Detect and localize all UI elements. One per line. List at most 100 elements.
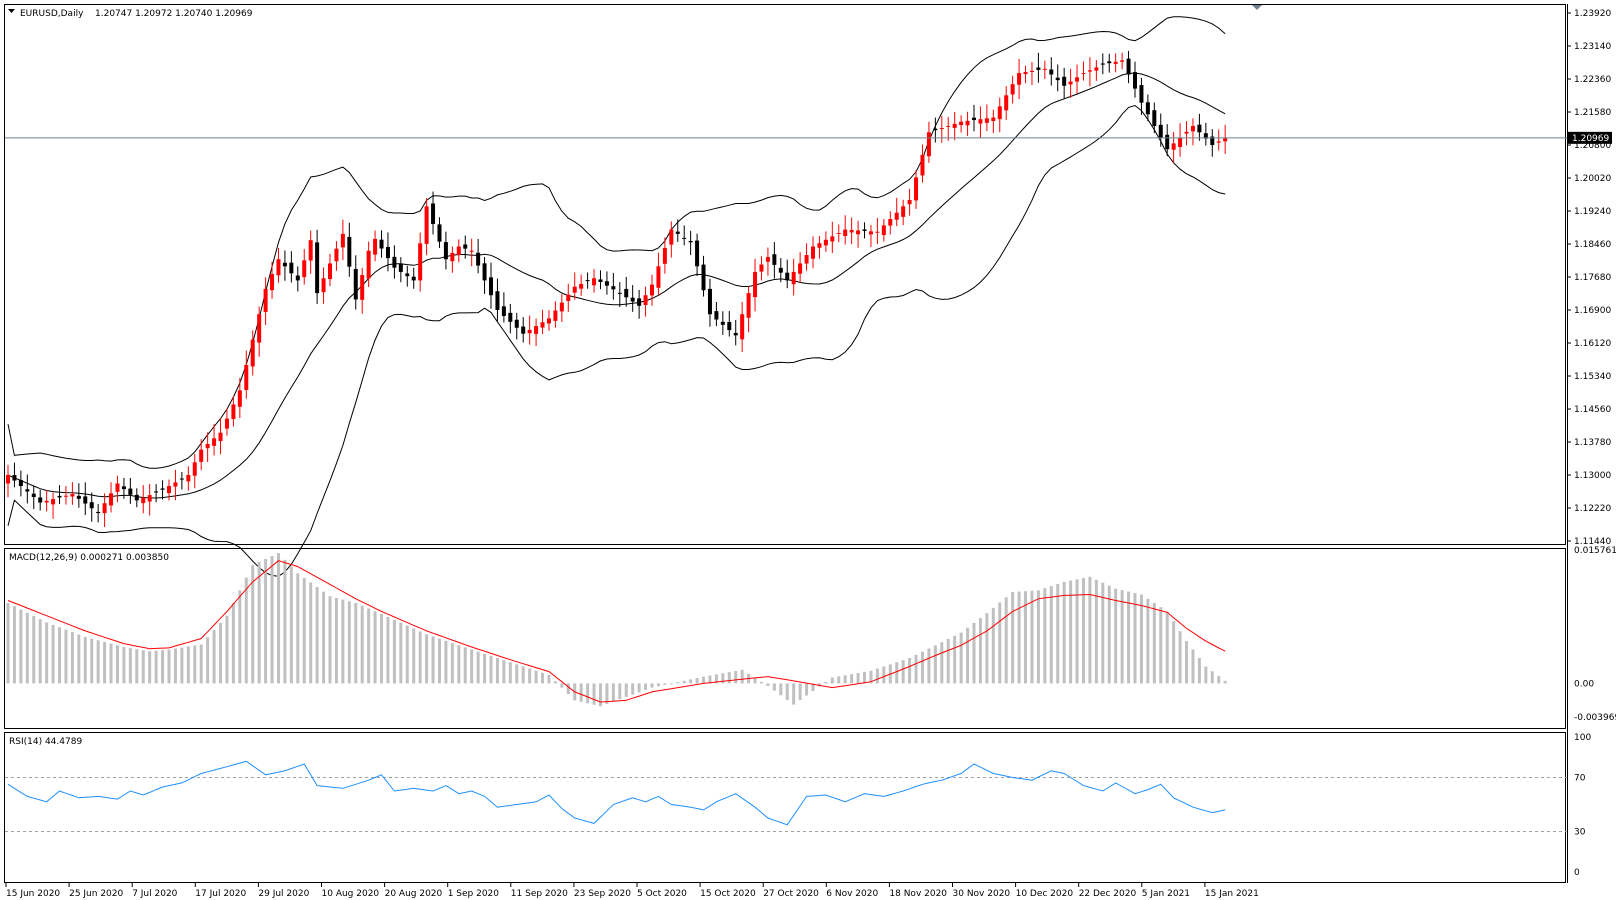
macd-histogram-bar (863, 671, 867, 684)
candle-body (1223, 137, 1228, 142)
macd-histogram-bar (231, 602, 235, 684)
macd-histogram-bar (161, 650, 165, 684)
macd-histogram-bar (772, 683, 776, 691)
candle-body (6, 475, 10, 484)
candle-body (1139, 85, 1144, 103)
macd-histogram-bar (869, 670, 873, 684)
candle-body (321, 278, 326, 293)
candle-body (1017, 73, 1022, 85)
macd-histogram-bar (425, 634, 429, 684)
macd-histogram-bar (367, 608, 371, 684)
macd-histogram-bar (528, 668, 532, 684)
candle-body (617, 292, 622, 294)
macd-histogram-bar (676, 682, 680, 684)
price-axis-label: 1.21580 (1574, 108, 1611, 118)
candle-body (282, 262, 287, 267)
macd-histogram-bar (1133, 593, 1137, 684)
macd-histogram-bar (334, 597, 338, 684)
candle-body (353, 268, 358, 300)
candle-body (553, 310, 558, 321)
candle-body (572, 286, 577, 293)
candle-body (18, 479, 23, 486)
candle-body (984, 118, 989, 123)
time-axis-label: 7 Jul 2020 (132, 889, 177, 899)
rsi-label: RSI(14) 44.4789 (9, 737, 82, 747)
macd-histogram-bar (727, 672, 731, 684)
candle-body (798, 263, 803, 274)
candle-body (901, 206, 906, 217)
macd-histogram-bar (1217, 676, 1221, 684)
macd-histogram-bar (1075, 579, 1079, 684)
candle-body (566, 294, 571, 302)
main-panel-frame (4, 4, 1566, 545)
macd-histogram-bar (186, 646, 190, 684)
candle-body (804, 255, 809, 264)
time-axis-label: 15 Jun 2020 (6, 889, 60, 899)
time-axis-label: 17 Jul 2020 (195, 889, 246, 899)
macd-histogram-bar (489, 655, 493, 684)
candle-body (778, 267, 783, 273)
macd-histogram-bar (534, 670, 538, 684)
time-axis-label: 6 Nov 2020 (826, 889, 878, 899)
candle-body (688, 241, 693, 243)
candle-body (585, 280, 590, 282)
time-axis-label: 15 Oct 2020 (700, 889, 756, 899)
macd-histogram-bar (58, 627, 62, 684)
candle-body (669, 229, 674, 245)
price-axis-label: 1.16900 (1574, 306, 1611, 316)
candle-body (244, 365, 249, 390)
dropdown-triangle-icon[interactable] (8, 9, 15, 13)
macd-histogram-bar (856, 672, 860, 684)
price-axis-label: 1.18460 (1574, 240, 1611, 250)
macd-histogram-bar (714, 674, 718, 684)
candle-body (759, 264, 764, 272)
candle-body (411, 276, 416, 281)
candle-body (218, 432, 223, 442)
candle-body (978, 119, 983, 124)
candle-body (1107, 61, 1112, 64)
macd-histogram-bar (895, 662, 899, 684)
time-axis-label: 18 Nov 2020 (889, 889, 947, 899)
macd-histogram-bar (444, 640, 448, 684)
macd-histogram-bar (1139, 594, 1143, 684)
candle-body (753, 271, 758, 298)
macd-histogram-bar (302, 577, 306, 684)
macd-panel-frame (4, 548, 1566, 729)
macd-histogram-bar (431, 636, 435, 684)
candle-body (856, 230, 861, 235)
macd-histogram-bar (251, 564, 255, 684)
candle-body (289, 262, 294, 274)
macd-histogram-bar (405, 625, 409, 684)
macd-histogram-bar (341, 599, 345, 684)
candle-body (1068, 81, 1073, 85)
candle-body (720, 321, 725, 325)
candle-body (431, 203, 436, 224)
price-axis-label: 1.20800 (1574, 141, 1611, 151)
candle-body (514, 319, 519, 328)
macd-histogram-bar (1107, 585, 1111, 684)
candle-body (44, 500, 49, 503)
rsi-axis-label: 70 (1574, 774, 1586, 784)
candle-body (1126, 58, 1131, 75)
macd-label: MACD(12,26,9) 0.000271 0.003850 (9, 553, 169, 563)
price-axis-label: 1.13000 (1574, 471, 1611, 481)
macd-histogram-bar (830, 677, 834, 684)
candle-body (224, 418, 229, 429)
macd-histogram-bar (193, 645, 197, 684)
price-axis-label: 1.22360 (1574, 75, 1611, 85)
price-axis-label: 1.20020 (1574, 174, 1611, 184)
price-axis-label: 1.14560 (1574, 405, 1611, 415)
time-axis-label: 25 Jun 2020 (69, 889, 123, 899)
candle-body (1133, 72, 1137, 89)
candle-body (25, 489, 30, 492)
chart-shift-marker-icon[interactable] (1252, 5, 1262, 10)
candle-body (830, 236, 835, 242)
macd-histogram-bar (270, 556, 274, 684)
macd-histogram-bar (798, 683, 802, 701)
candle-body (888, 219, 893, 226)
candle-body (765, 257, 770, 262)
macd-signal-line (7, 560, 1226, 703)
candle-body (489, 277, 493, 296)
price-axis-label: 1.23920 (1574, 9, 1611, 19)
